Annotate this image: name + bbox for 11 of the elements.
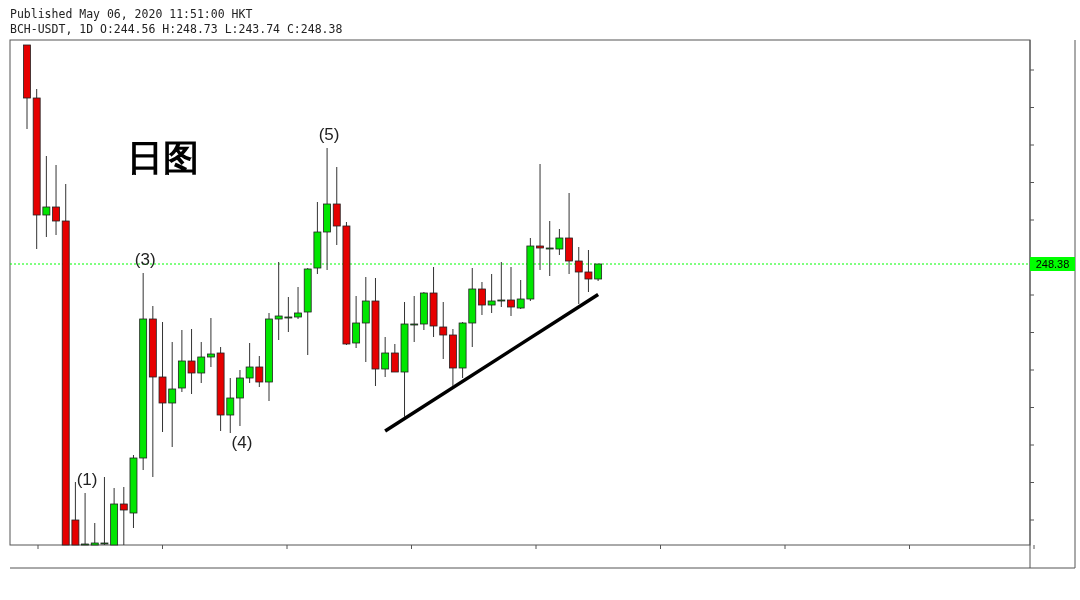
text: 248.38 — [1035, 258, 1070, 270]
candlestick — [265, 312, 273, 402]
candlestick — [507, 266, 515, 317]
annotation: (5) — [318, 125, 340, 144]
annotation: (4) — [231, 433, 253, 452]
text: BCH-USDT, 1D O:244.56 H:248.73 L:243.74 C:248.38 — [10, 22, 343, 36]
text: Published May 06, 2020 11:51:00 HKT — [10, 7, 253, 21]
text: 日图 — [127, 137, 199, 178]
candlestick — [23, 44, 31, 130]
annotation: (1) — [76, 470, 98, 489]
annotation: (3) — [134, 250, 156, 269]
